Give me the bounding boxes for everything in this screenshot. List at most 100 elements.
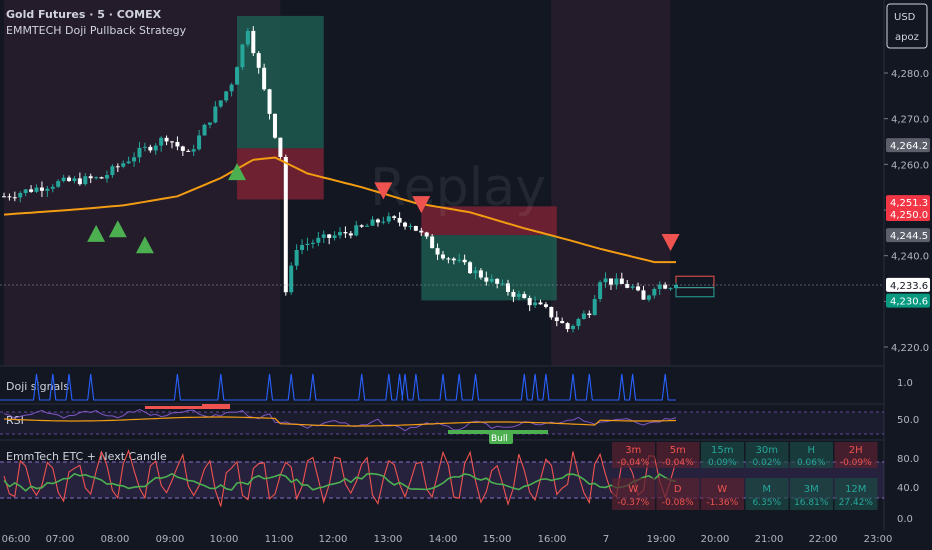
rsi-bull-label-bg: [489, 432, 513, 444]
price-tick-label: 4,220.0: [891, 343, 929, 354]
candle-body: [104, 175, 109, 179]
candle-body: [56, 181, 61, 187]
candle-body: [283, 156, 288, 293]
table-header-value: -0.04%: [617, 458, 649, 468]
candle-body: [142, 146, 147, 148]
candle-body: [191, 149, 196, 152]
candle-body: [316, 237, 321, 243]
candle-body: [77, 178, 82, 185]
candle-body: [39, 187, 44, 191]
candle-body: [386, 216, 391, 222]
candle-body: [608, 278, 613, 285]
time-tick-label: 20:00: [701, 534, 730, 545]
candle-body: [251, 30, 256, 54]
candle-body: [245, 30, 250, 45]
header-legend: Gold Futures · 5 · COMEX EMMTECH Doji Pu…: [6, 8, 187, 37]
table-header-value: 0.09%: [708, 458, 737, 468]
table-row-label: W: [628, 484, 638, 495]
table-header-label: 15m: [711, 445, 733, 456]
candle-body: [511, 291, 516, 297]
candle-body: [115, 166, 120, 168]
time-axis[interactable]: 06:00 07:00 08:00 09:00 10:00 11:00 12:00 13:00…: [2, 534, 893, 545]
currency-box[interactable]: USD apoz: [886, 3, 928, 49]
candle-body: [370, 219, 375, 226]
candle-body: [159, 137, 164, 146]
pane-tick-label: 1.0: [897, 378, 913, 389]
doji-signals-pane: Doji signals: [0, 373, 676, 401]
candle-body: [153, 145, 158, 151]
etc-pane-title: EmmTech ETC + Next Candle: [6, 450, 167, 463]
candle-body: [516, 293, 521, 297]
table-row-cell: [834, 478, 878, 510]
time-tick-label: 09:00: [156, 534, 185, 545]
rsi-overbought-bar: [145, 406, 230, 409]
currency-label: USD: [894, 12, 916, 23]
candle-body: [72, 178, 77, 182]
strategy-title: EMMTECH Doji Pullback Strategy: [6, 24, 187, 37]
candle-body: [321, 234, 326, 238]
candle-body: [218, 100, 223, 107]
time-tick-label: 12:00: [319, 534, 348, 545]
price-label: 4,250.0: [890, 210, 928, 221]
candle-body: [614, 278, 619, 285]
candle-body: [99, 177, 104, 179]
price-label: 4,233.6: [890, 281, 928, 292]
candle-body: [148, 146, 153, 151]
candle-body: [202, 124, 207, 136]
candle-body: [365, 225, 370, 227]
candle-body: [29, 189, 34, 192]
table-header-cell: [701, 442, 744, 468]
candle-body: [61, 177, 66, 182]
table-header-value: 0.06%: [797, 458, 826, 468]
table-header-cell: [656, 442, 700, 468]
candle-body: [419, 230, 424, 233]
candle-body: [430, 236, 435, 249]
candle-body: [94, 177, 99, 179]
candle-body: [34, 187, 39, 192]
buy-triangle-marker: [228, 163, 247, 181]
time-tick-label: 07:00: [46, 534, 75, 545]
candle-body: [435, 248, 440, 255]
candle-body: [663, 284, 668, 289]
table-header-label: 3m: [625, 445, 641, 456]
candle-body: [23, 189, 28, 194]
time-tick-label: 06:00: [2, 534, 31, 545]
price-label-bg: [886, 195, 930, 210]
candle-body: [354, 225, 359, 236]
symbol-title: Gold Futures · 5 · COMEX: [6, 8, 162, 21]
table-header-value: -0.04%: [662, 458, 694, 468]
candle-body: [560, 320, 565, 324]
candle-body: [668, 288, 673, 290]
scale-mode-label: apoz: [895, 32, 919, 43]
rsi-overbought-bar: [202, 404, 230, 409]
table-row-cell: [701, 478, 744, 510]
table-row-label: W: [717, 484, 727, 495]
table-row-value: -0.08%: [662, 498, 694, 508]
buy-triangle-marker: [108, 220, 127, 238]
candle-body: [267, 89, 272, 114]
candle-body: [186, 150, 191, 152]
price-tick-label: 4,240.0: [891, 252, 929, 263]
table-row-cell: [612, 478, 655, 510]
candle-body: [581, 313, 586, 319]
sell-triangle-marker: [412, 196, 431, 214]
candle-body: [207, 122, 212, 125]
candle-body: [83, 176, 88, 185]
signal-marker-layer: [87, 163, 680, 254]
candle-body: [457, 259, 462, 261]
time-tick-label: 13:00: [374, 534, 403, 545]
candle-body: [571, 325, 576, 330]
candle-body: [451, 258, 456, 261]
table-row-cell: [745, 478, 789, 510]
sell-triangle-marker: [374, 182, 393, 200]
candle-body: [538, 302, 543, 305]
candle-body: [587, 313, 592, 316]
candle-body: [262, 67, 267, 90]
candle-body: [522, 293, 527, 299]
candle-body: [674, 284, 678, 289]
price-label-bg: [886, 293, 930, 308]
table-header-label: 5m: [670, 445, 686, 456]
rsi-pane: RSI Bull: [0, 404, 884, 444]
table-header-label: 30m: [756, 445, 778, 456]
